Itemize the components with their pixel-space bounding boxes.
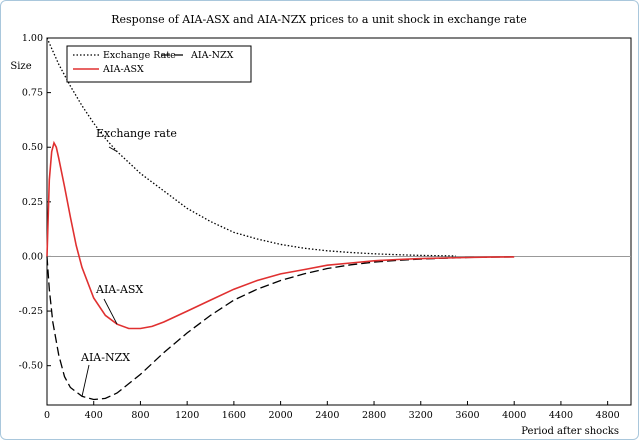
plot-area — [47, 38, 631, 405]
annotation-label: AIA-ASX — [95, 283, 143, 296]
x-tick-label: 2800 — [362, 410, 386, 421]
y-tick-label: -0.25 — [19, 306, 43, 317]
annotation-label: Exchange rate — [96, 127, 177, 140]
y-tick-label: 0.25 — [22, 197, 43, 208]
x-tick-label: 3600 — [455, 410, 479, 421]
annotation-leader — [82, 365, 89, 396]
x-tick-label: 0 — [44, 410, 50, 421]
y-tick-label: 1.00 — [22, 33, 43, 44]
annotations: Exchange rate AIA-ASX AIA-NZX — [80, 127, 177, 396]
series-line-aia-nzx — [47, 257, 514, 400]
x-axis-label: Period after shocks — [521, 426, 619, 437]
annotation-label: AIA-NZX — [80, 351, 130, 364]
y-axis-label: Size — [10, 61, 31, 72]
x-tick-label: 1200 — [175, 410, 199, 421]
annotation-leader — [104, 299, 117, 324]
x-tick-label: 4000 — [502, 410, 526, 421]
x-tick-label: 4400 — [549, 410, 573, 421]
x-tick-label: 1600 — [222, 410, 246, 421]
chart-title: Response of AIA-ASX and AIA-NZX prices t… — [111, 13, 527, 26]
series-line-aia-asx — [47, 143, 514, 329]
y-tick-label: 0.75 — [22, 88, 43, 99]
x-tick-label: 3200 — [409, 410, 433, 421]
x-tick-label: 2000 — [269, 410, 293, 421]
y-tick-label: 0.00 — [22, 251, 43, 262]
y-tick-label: -0.50 — [19, 361, 43, 372]
annotation-leader — [109, 147, 117, 152]
legend-entry: AIA-NZX — [190, 50, 234, 61]
x-tick-label: 400 — [85, 410, 103, 421]
x-tick-label: 4800 — [596, 410, 620, 421]
legend-entry: AIA-ASX — [102, 64, 144, 75]
series-layer — [47, 38, 514, 400]
y-tick-label: 0.50 — [22, 142, 43, 153]
x-tick-label: 800 — [131, 410, 149, 421]
x-tick-label: 2400 — [315, 410, 339, 421]
